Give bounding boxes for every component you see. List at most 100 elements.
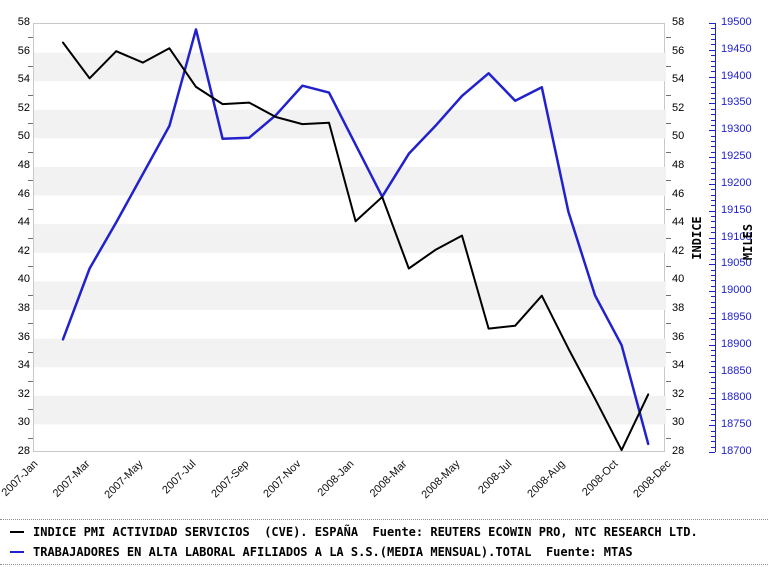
- y-axis-label-right: 58: [672, 16, 685, 28]
- left-axis-tick: [28, 409, 33, 411]
- miles-axis-tick: [711, 296, 715, 298]
- legend-label-pmi: INDICE PMI ACTIVIDAD SERVICIOS (CVE). ES…: [33, 525, 698, 539]
- miles-axis-label: 18850: [721, 364, 752, 377]
- miles-axis-tick: [709, 49, 715, 51]
- miles-axis-label: 19500: [721, 16, 752, 28]
- miles-axis-tick: [711, 189, 715, 191]
- miles-axis-tick: [711, 28, 715, 30]
- miles-axis-tick: [709, 264, 715, 266]
- right-axis-tick: [666, 180, 671, 182]
- miles-axis-tick: [709, 371, 715, 373]
- miles-axis-tick: [711, 44, 715, 46]
- miles-axis-tick: [709, 425, 715, 427]
- miles-axis-tick: [711, 350, 715, 352]
- right-axis-tick: [666, 151, 671, 153]
- miles-axis-tick: [711, 435, 715, 437]
- right-axis-tick: [666, 266, 671, 268]
- left-axis-tick: [28, 208, 33, 210]
- y-axis-label-left: 34: [17, 359, 30, 372]
- miles-axis-tick: [711, 178, 715, 180]
- right-axis-tick: [666, 37, 671, 39]
- miles-axis-tick: [711, 135, 715, 137]
- miles-axis-tick: [711, 334, 715, 336]
- miles-axis-tick: [711, 173, 715, 175]
- miles-axis-tick: [711, 285, 715, 287]
- right-axis-tick: [666, 123, 671, 125]
- miles-axis-tick: [709, 23, 715, 24]
- miles-axis-tick: [711, 366, 715, 368]
- miles-axis-line: [715, 23, 716, 452]
- miles-axis-tick: [711, 307, 715, 309]
- miles-axis-tick: [711, 355, 715, 357]
- y-axis-label-right: 40: [672, 273, 685, 286]
- y-axis-label-right: 46: [672, 187, 685, 200]
- right-axis-tick: [666, 94, 671, 96]
- left-axis-tick: [28, 94, 33, 96]
- miles-axis-tick: [711, 414, 715, 416]
- miles-axis-label: 18900: [721, 337, 752, 350]
- miles-axis-tick: [711, 60, 715, 62]
- y-axis-label-right: 38: [672, 302, 685, 314]
- y-axis-label-right: 52: [672, 101, 685, 114]
- miles-axis-tick: [711, 269, 715, 271]
- miles-axis-tick: [711, 140, 715, 142]
- legend-separator-bottom: [0, 564, 768, 565]
- y-axis-label-right: 34: [672, 359, 685, 372]
- afiliados-line-swatch: [10, 551, 24, 553]
- y-axis-label-left: 52: [17, 101, 30, 114]
- miles-axis-tick: [711, 216, 715, 218]
- right-axis-tick: [666, 65, 671, 67]
- miles-axis-label: 19450: [721, 42, 752, 55]
- afiliados-line: [61, 28, 650, 446]
- miles-axis-tick: [709, 237, 715, 239]
- miles-axis-tick: [711, 387, 715, 389]
- miles-axis-label: 19150: [721, 203, 752, 216]
- miles-axis-tick: [711, 226, 715, 228]
- miles-axis-tick: [711, 446, 715, 448]
- miles-axis-tick: [711, 33, 715, 35]
- right-axis-tick: [666, 409, 671, 411]
- miles-axis-tick: [711, 403, 715, 405]
- miles-axis-tick: [711, 376, 715, 378]
- miles-axis-tick: [709, 344, 715, 346]
- y-axis-label-right: 28: [672, 445, 685, 457]
- plot-area: [33, 23, 666, 452]
- left-axis-tick: [28, 37, 33, 39]
- right-axis-tick: [666, 437, 671, 439]
- miles-axis-tick: [711, 312, 715, 314]
- miles-axis-tick: [711, 205, 715, 207]
- miles-axis-label: 19250: [721, 150, 752, 163]
- right-axis-tick: [666, 294, 671, 296]
- miles-axis-tick: [711, 323, 715, 325]
- miles-axis-tick: [711, 162, 715, 164]
- right-axis-title-miles: MILES: [741, 223, 755, 261]
- miles-axis-tick: [711, 280, 715, 282]
- right-axis-tick: [666, 208, 671, 210]
- right-axis-tick: [666, 380, 671, 382]
- miles-axis-tick: [711, 124, 715, 126]
- miles-axis-tick: [709, 317, 715, 319]
- left-axis-tick: [28, 323, 33, 325]
- miles-axis-tick: [711, 71, 715, 73]
- y-axis-label-left: 40: [17, 273, 30, 286]
- left-axis-tick: [28, 65, 33, 67]
- miles-axis-tick: [711, 242, 715, 244]
- miles-axis-tick: [709, 130, 715, 132]
- grid-band: [34, 338, 666, 368]
- legend-item-afiliados: TRABAJADORES EN ALTA LABORAL AFILIADOS A…: [10, 542, 698, 562]
- miles-axis-tick: [711, 92, 715, 94]
- miles-axis-tick: [711, 221, 715, 223]
- miles-axis-tick: [711, 146, 715, 148]
- y-axis-label-left: 58: [17, 16, 30, 28]
- y-axis-label-right: 30: [672, 416, 685, 429]
- y-axis-label-left: 32: [17, 387, 30, 400]
- grid-bands: [34, 52, 666, 425]
- miles-axis-label: 19400: [721, 69, 752, 82]
- miles-axis-label: 19100: [721, 230, 752, 243]
- miles-axis-tick: [711, 167, 715, 169]
- y-axis-label-left: 48: [17, 159, 30, 171]
- y-axis-label-left: 30: [17, 416, 30, 429]
- right-axis-tick: [666, 323, 671, 325]
- miles-axis-tick: [711, 419, 715, 421]
